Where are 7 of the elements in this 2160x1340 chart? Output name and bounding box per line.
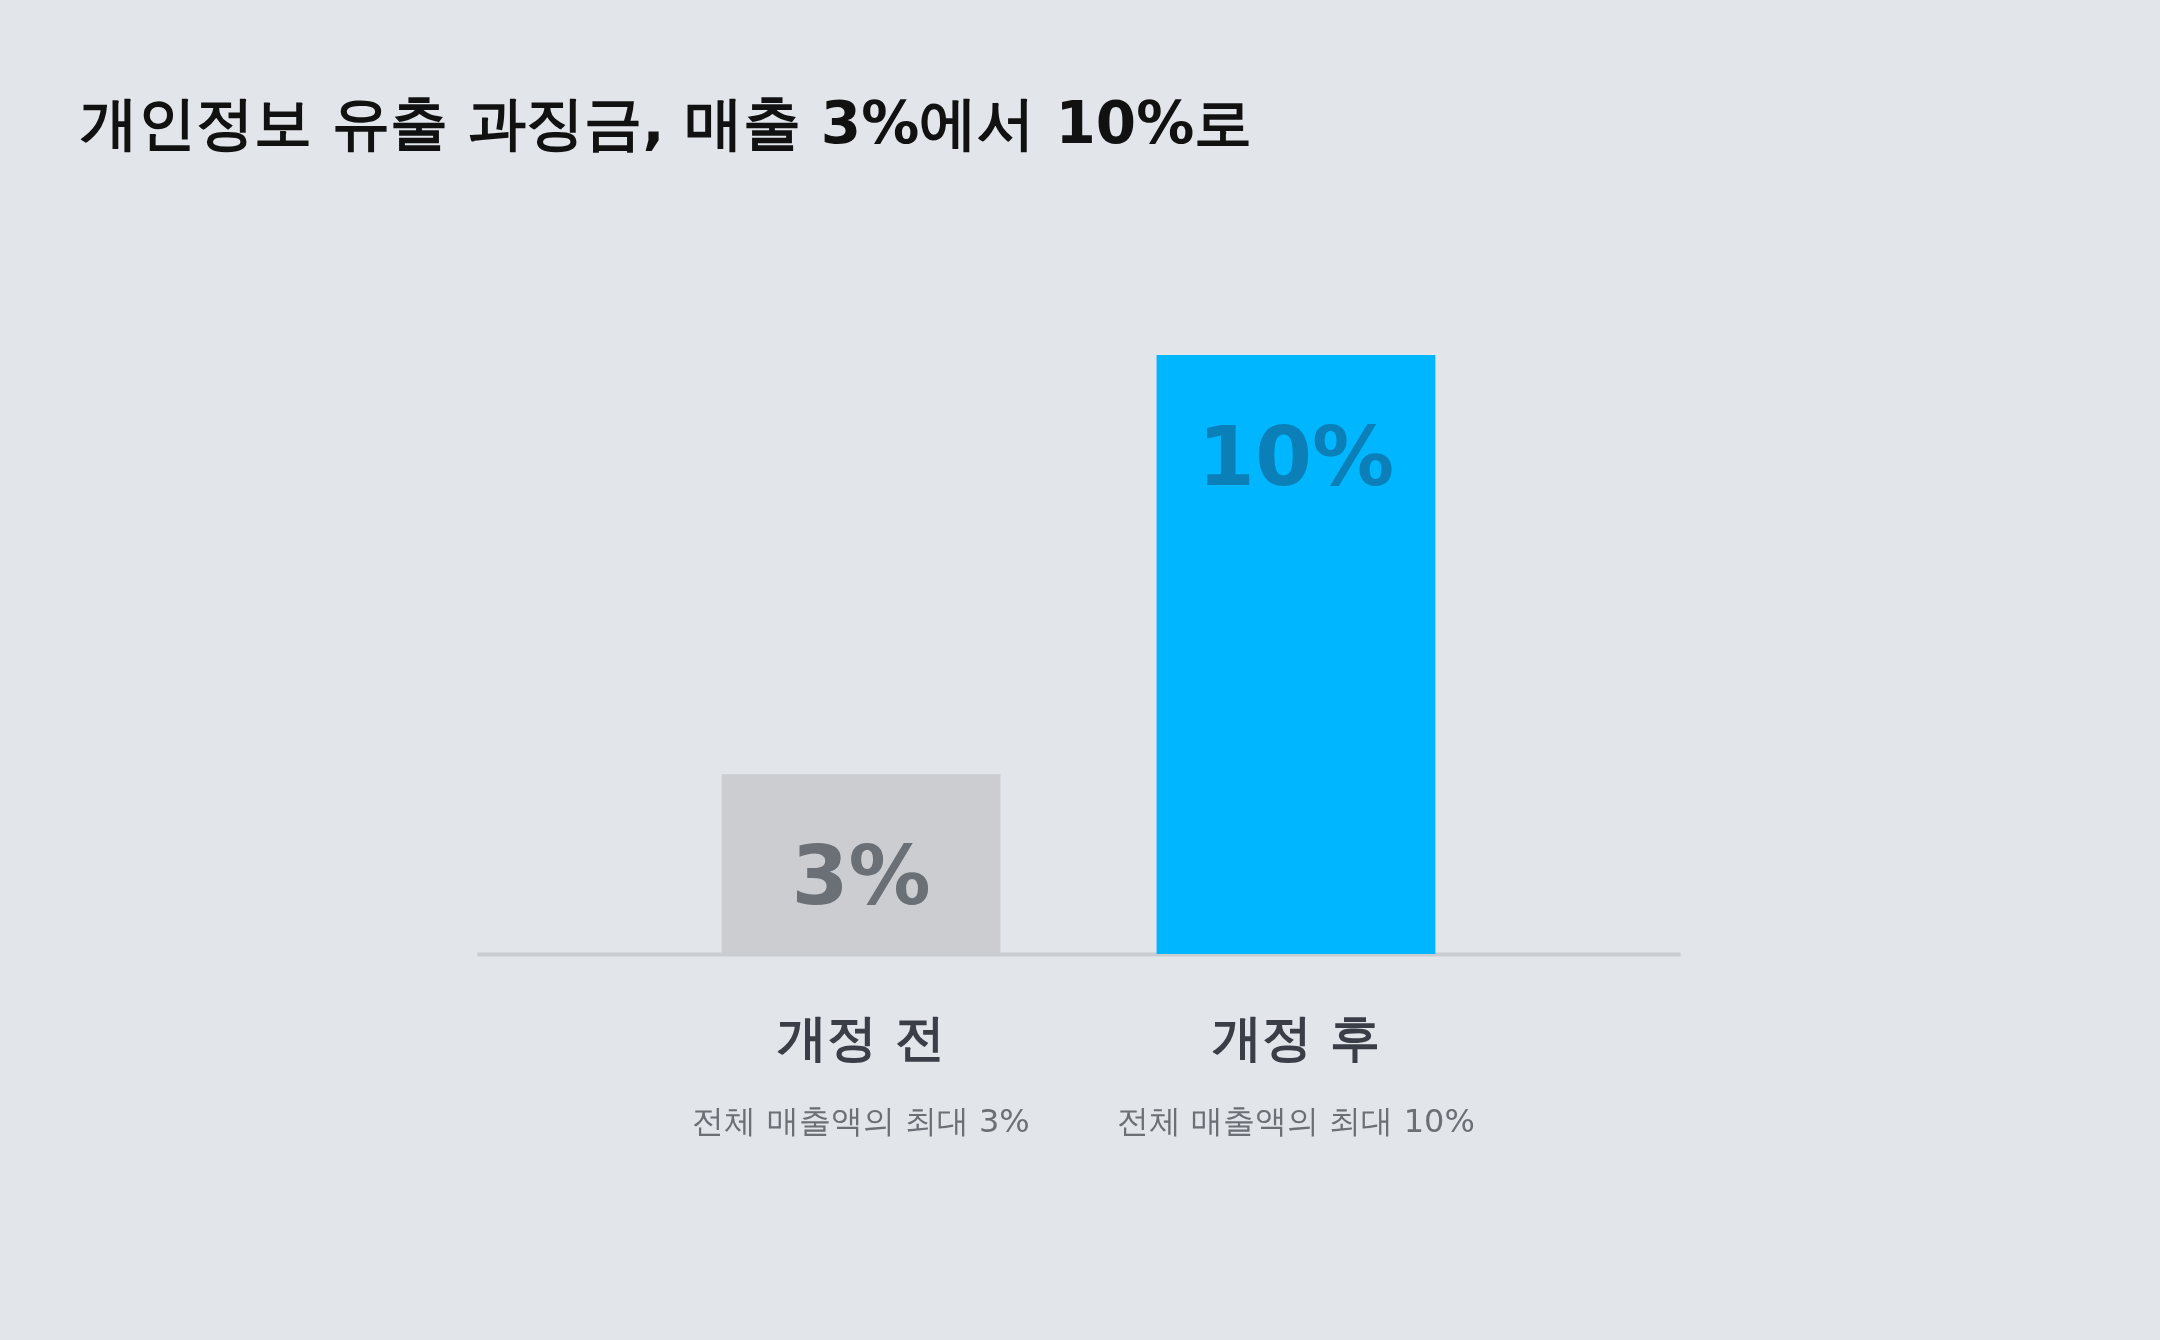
x-tick-label: 개정 전 <box>777 1008 945 1067</box>
x-tick-label: 개정 후 <box>1212 1008 1380 1067</box>
text: 전체 매출액의 최대 3% <box>692 1102 1030 1140</box>
chart-title: 개인정보 유출 과징금, 매출 3%에서 10%로 <box>80 89 1253 157</box>
data-label: 10% <box>1197 409 1395 504</box>
data-label: 3% <box>791 828 931 924</box>
text: 전체 매출액의 최대 10% <box>1117 1102 1475 1140</box>
